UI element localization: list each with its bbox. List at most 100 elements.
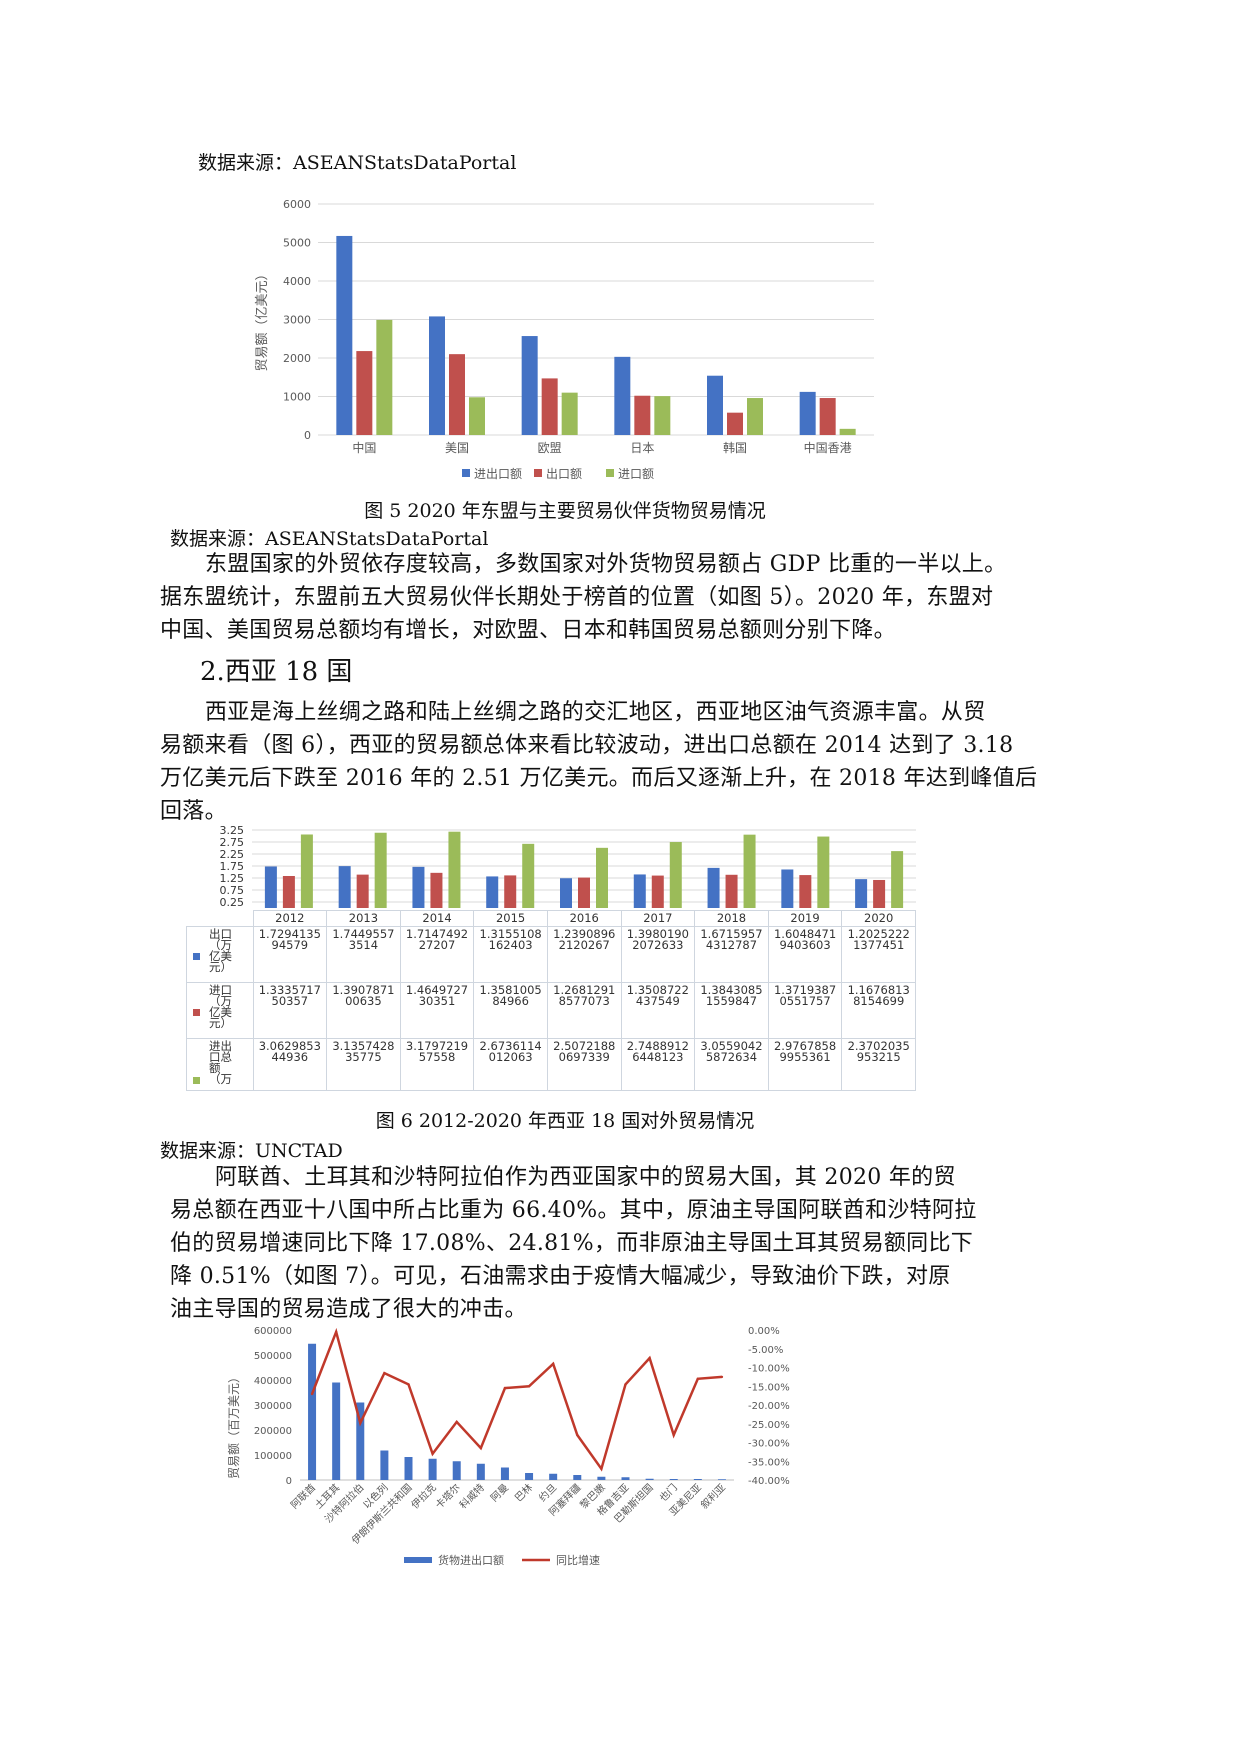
- table-cell: 2.6736114 012063: [473, 1038, 548, 1091]
- y-tick-label: 2000: [283, 352, 311, 365]
- cell-value: 1.4649727: [405, 983, 469, 997]
- series-label: 进口: [209, 983, 232, 997]
- bar: [282, 875, 295, 908]
- y-tick-label: 3000: [283, 314, 311, 327]
- para-line: 易总额在西亚十八国中所占比重为 66.40%。其中，原油主导国阿联酋和沙特阿拉: [170, 1198, 977, 1223]
- para-line: 伯的贸易增速同比下降 17.08%、24.81%，而非原油主导国土耳其贸易额同比…: [170, 1231, 974, 1256]
- bar: [634, 395, 651, 435]
- line-point: [576, 1433, 579, 1437]
- table-cell: 1.2681291 8577073: [546, 982, 622, 1039]
- para-line: 据东盟统计，东盟前五大贸易伙伴长期处于榜首的位置（如图 5）。2020 年，东盟…: [160, 585, 994, 610]
- table-cell: 1.7147492 27207: [399, 926, 475, 983]
- table-cell: 3.1357428 35775: [326, 1038, 401, 1091]
- line-point: [624, 1383, 627, 1386]
- y-tick-label: 5000: [283, 237, 311, 250]
- line-point: [479, 1446, 483, 1450]
- legend-swatch: [462, 469, 470, 477]
- bar: [621, 1477, 630, 1480]
- cell-value: 1.3980190: [626, 927, 689, 941]
- cell-value: 4312787: [705, 938, 758, 952]
- bar: [338, 866, 351, 908]
- table-header-year: 2018: [694, 910, 769, 927]
- series-label: 亿美: [209, 1005, 232, 1019]
- bar: [336, 235, 353, 435]
- bar: [799, 391, 816, 435]
- cell-value: 2.7488912: [626, 1039, 689, 1053]
- y2-tick-label: 0.00%: [748, 1326, 780, 1337]
- line-point: [672, 1433, 675, 1437]
- bar: [525, 1473, 534, 1480]
- y-tick-label: 1.25: [220, 872, 245, 885]
- x-tick-label: 阿曼: [488, 1482, 511, 1505]
- y-axis-label: 贸易额（百万美元）: [227, 1371, 241, 1479]
- legend-swatch: [404, 1557, 432, 1563]
- y-tick-label: 1.75: [220, 860, 245, 873]
- table-header-year: 2016: [546, 910, 622, 927]
- source-note-fig5: 数据来源：ASEANStatsDataPortal: [170, 528, 489, 550]
- bar: [891, 851, 904, 908]
- bar: [651, 875, 664, 908]
- line-point: [648, 1356, 651, 1360]
- bar: [541, 378, 558, 435]
- legend-swatch: [193, 953, 200, 960]
- cell-value: 0697339: [558, 1050, 610, 1064]
- bar: [669, 842, 682, 908]
- table-cell: 1.7449557 3514: [326, 926, 401, 983]
- series-label: 进出: [209, 1039, 232, 1053]
- x-tick-label: 韩国: [723, 440, 747, 455]
- bar: [614, 356, 631, 435]
- series-label: （万: [209, 1072, 232, 1086]
- table-header-year: 2013: [326, 910, 401, 927]
- cell-value: 3.1357428: [332, 1039, 395, 1053]
- chart-west-asia-data-table: 2012 2013 2014 2015 2016 2017 2018 2019 2020 出口（…: [186, 910, 916, 1091]
- cell-value: 3.0559042: [700, 1039, 763, 1053]
- bar: [374, 832, 387, 908]
- legend-label: 出口额: [546, 467, 582, 481]
- line-point: [407, 1383, 410, 1386]
- cell-value: 1.6048471: [773, 927, 837, 941]
- para-line: 中国、美国贸易总额均有增长，对欧盟、日本和韩国贸易总额则分别下降。: [160, 618, 896, 643]
- cell-value: 1.3907871: [332, 983, 395, 997]
- y-tick-label: 200000: [254, 1426, 292, 1437]
- bar: [356, 351, 373, 435]
- x-tick-label: 日本: [630, 441, 654, 455]
- line-point: [503, 1386, 507, 1390]
- table-cell: 2.9767858 9955361: [767, 1038, 843, 1091]
- paragraph-asean: 东盟国家的外贸依存度较高，多数国家对外货物贸易额占 GDP 比重的一半以上。 据…: [160, 548, 1060, 647]
- cell-value: 57558: [418, 1050, 456, 1064]
- bar: [578, 877, 590, 908]
- legend-label: 货物进出口额: [438, 1553, 504, 1567]
- cell-value: 0551757: [779, 994, 831, 1008]
- table-cell: 1.6048471 9403603: [767, 926, 843, 983]
- table-header-year: 2017: [620, 910, 696, 927]
- figure-5-caption: 图 5 2020 年东盟与主要贸易伙伴货物贸易情况: [364, 500, 766, 522]
- paragraph-west-asia: 西亚是海上丝绸之路和陆上丝绸之路的交汇地区，西亚地区油气资源丰富。从贸 易额来看…: [160, 696, 1060, 828]
- x-tick-label: 叙利亚: [698, 1481, 728, 1511]
- bar: [332, 1382, 341, 1480]
- bar: [549, 1473, 558, 1480]
- line-point: [431, 1452, 434, 1455]
- chart-west-asia-countries: 0 100000 200000 300000 400000 500000 600000 0.0…: [227, 1326, 790, 1567]
- bar: [669, 1479, 678, 1480]
- series-label-cell: 进口 （万 亿美 元）: [186, 982, 254, 1039]
- bar: [522, 843, 535, 908]
- table-cell: 2.7488912 6448123: [620, 1038, 696, 1091]
- cell-value: 953215: [856, 1050, 901, 1064]
- bar: [717, 1479, 726, 1480]
- cell-value: 1.3155108: [479, 927, 542, 941]
- table-cell: 1.4649727 30351: [399, 982, 475, 1039]
- x-tick-label: 阿联酋: [288, 1481, 318, 1511]
- table-cell: 1.7294135 94579: [252, 926, 328, 983]
- table-cell: 1.6715957 4312787: [694, 926, 769, 983]
- bar: [521, 336, 538, 435]
- table-row: 进口 （万 亿美 元） 1.3335717 50357 1.3907871 00635 1.46…: [186, 982, 916, 1039]
- bar: [817, 836, 830, 908]
- bar: [633, 874, 646, 908]
- table-cell: 2.3702035 953215: [841, 1038, 916, 1091]
- cell-value: 94579: [271, 938, 309, 952]
- legend-swatch: [534, 469, 542, 477]
- series-label: 元）: [209, 960, 232, 974]
- x-tick-label: 欧盟: [538, 441, 562, 455]
- table-cell: 1.3980190 2072633: [620, 926, 696, 983]
- y-tick-label: 500000: [254, 1351, 292, 1362]
